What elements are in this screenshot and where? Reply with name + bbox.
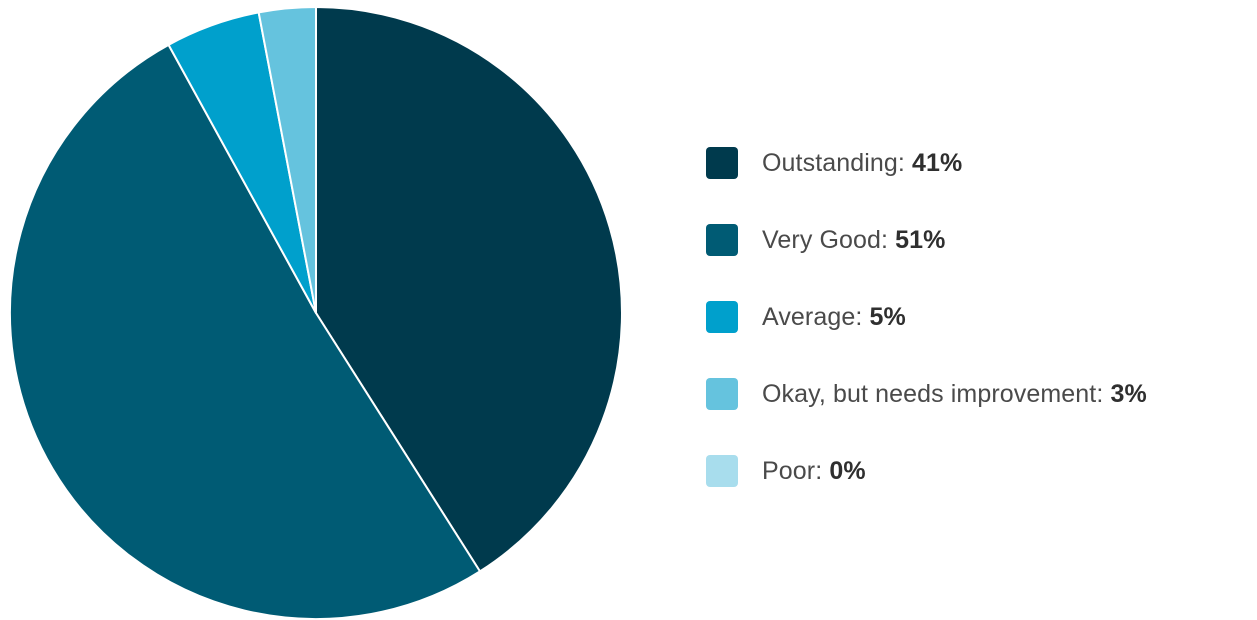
pie-slice-outstanding (315, 6, 623, 573)
pie-slice-very-good (8, 43, 481, 620)
legend-item-okay: Okay, but needs improvement: 3% (706, 377, 1147, 411)
legend-value-okay: 3% (1110, 379, 1147, 408)
pie-chart (8, 6, 623, 620)
pie-slices (8, 6, 623, 620)
legend-label-average: Average (762, 302, 856, 331)
legend-swatch-average (706, 301, 738, 333)
legend-value-outstanding: 41% (912, 148, 963, 177)
legend-label-outstanding: Outstanding (762, 148, 898, 177)
legend-label-very-good: Very Good (762, 225, 882, 254)
legend-swatch-okay (706, 378, 738, 410)
legend-value-average: 5% (869, 302, 906, 331)
legend-item-poor: Poor: 0% (706, 454, 1147, 488)
legend-swatch-very-good (706, 224, 738, 256)
legend-item-very-good: Very Good: 51% (706, 223, 1147, 257)
legend: Outstanding: 41% Very Good: 51% Average:… (706, 146, 1147, 531)
legend-label-okay: Okay, but needs improvement (762, 379, 1097, 408)
legend-item-average: Average: 5% (706, 300, 1147, 334)
legend-label-poor: Poor (762, 456, 816, 485)
pie-slice-okay (257, 6, 317, 314)
legend-swatch-poor (706, 455, 738, 487)
legend-item-outstanding: Outstanding: 41% (706, 146, 1147, 180)
legend-swatch-outstanding (706, 147, 738, 179)
legend-value-very-good: 51% (895, 225, 946, 254)
legend-value-poor: 0% (829, 456, 866, 485)
